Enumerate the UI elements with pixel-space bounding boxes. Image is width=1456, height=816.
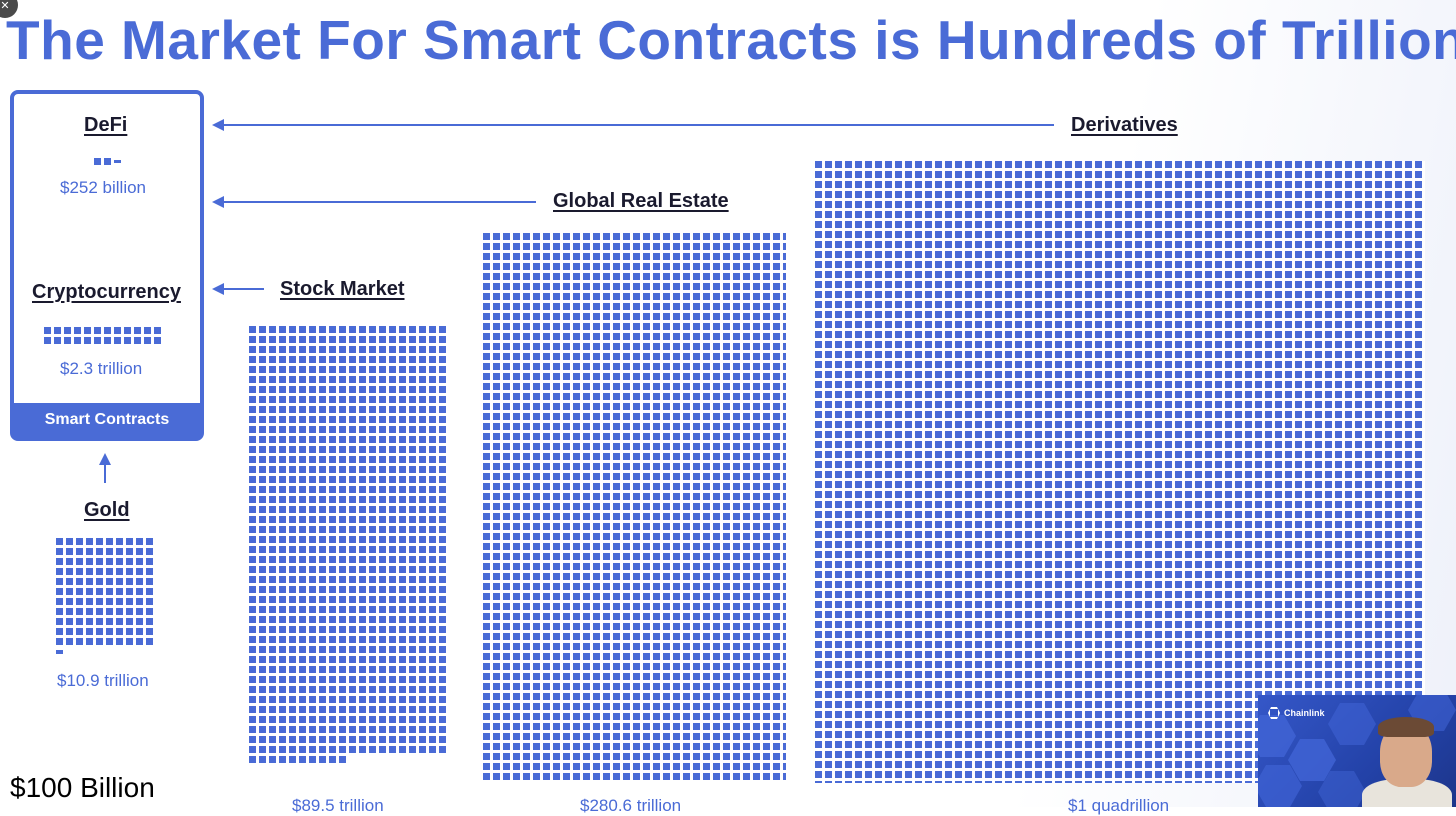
- derivatives-value: $1 quadrillion: [1068, 796, 1170, 815]
- real-estate-arrow-head: [212, 196, 224, 208]
- gold-arrow-head: [99, 453, 111, 465]
- real-estate-value: $280.6 trillion: [580, 796, 682, 815]
- stock-market-partial-row: [249, 756, 349, 766]
- derivatives-blocks: [815, 161, 1425, 783]
- gold-value: $10.9 trillion: [57, 671, 149, 690]
- real-estate-label: Global Real Estate: [553, 190, 729, 212]
- gold-arrow: [104, 463, 106, 483]
- real-estate-blocks: [483, 233, 786, 783]
- derivatives-arrow-head: [212, 119, 224, 131]
- defi-value: $252 billion: [60, 178, 147, 197]
- gold-partial-block: [56, 650, 63, 654]
- defi-label: DeFi: [84, 114, 128, 136]
- page-title: The Market For Smart Contracts is Hundre…: [6, 9, 1456, 71]
- chainlink-brand: Chainlink: [1284, 708, 1325, 718]
- stock-market-label: Stock Market: [280, 278, 405, 300]
- scale-note: $100 Billion: [10, 772, 155, 803]
- presenter-hair: [1378, 717, 1434, 737]
- stock-market-arrow-head: [212, 283, 224, 295]
- cryptocurrency-label: Cryptocurrency: [32, 281, 181, 303]
- smart-contracts-label: Smart Contracts: [14, 403, 200, 437]
- cryptocurrency-value: $2.3 trillion: [60, 359, 143, 378]
- presenter-video[interactable]: Chainlink: [1258, 695, 1456, 807]
- smart-contracts-box: Smart Contracts: [10, 90, 204, 441]
- defi-blocks: [94, 158, 121, 165]
- derivatives-label: Derivatives: [1071, 114, 1178, 136]
- stock-market-arrow: [222, 288, 264, 290]
- stock-market-value: $89.5 trillion: [292, 796, 384, 815]
- derivatives-arrow: [222, 124, 1054, 126]
- close-icon[interactable]: ✕: [0, 0, 18, 18]
- gold-blocks: [56, 538, 156, 648]
- stock-market-blocks: [249, 326, 449, 756]
- cryptocurrency-blocks: [44, 327, 164, 344]
- chainlink-logo: Chainlink: [1268, 707, 1325, 719]
- gold-label: Gold: [84, 499, 130, 521]
- real-estate-arrow: [222, 201, 536, 203]
- chainlink-hex-icon: [1268, 707, 1280, 719]
